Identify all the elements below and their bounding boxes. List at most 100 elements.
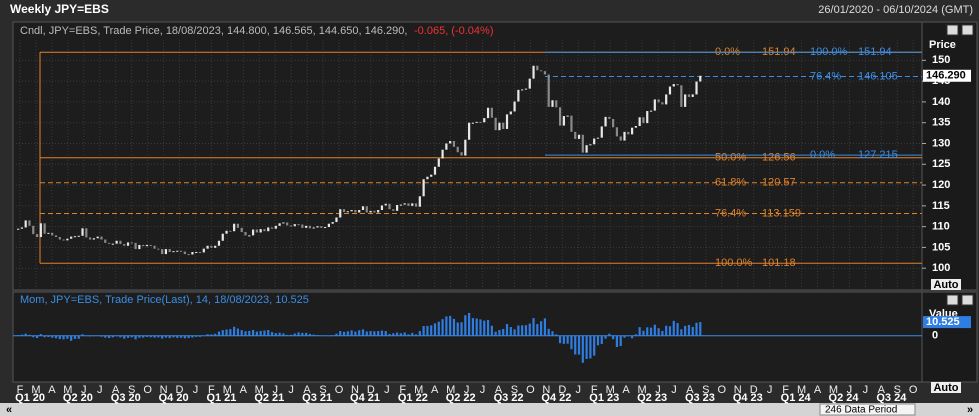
candle [676, 84, 679, 86]
momentum-bar [449, 315, 452, 336]
momentum-bar [691, 326, 694, 336]
fib-value: 113.159 [762, 207, 801, 219]
momentum-bar [73, 335, 77, 339]
quarter-label: Q3 23 [685, 392, 715, 404]
close-button[interactable] [961, 24, 974, 36]
momentum-bar [612, 335, 615, 340]
candle [464, 139, 467, 156]
momentum-bar [229, 329, 232, 336]
candle [502, 122, 505, 129]
momentum-bar [642, 330, 645, 336]
month-label: N [734, 384, 742, 396]
candle [17, 228, 20, 230]
candle [490, 107, 493, 118]
candle [251, 229, 255, 236]
momentum-bar [649, 327, 653, 336]
momentum-bar [471, 318, 474, 336]
month-label: J [767, 384, 773, 396]
scroll-left[interactable]: « [6, 404, 12, 416]
candle [627, 131, 630, 135]
fib-value: 127.215 [858, 149, 898, 161]
y-tick-label: 125 [932, 158, 950, 170]
momentum-bar [107, 335, 111, 339]
candle [217, 240, 221, 246]
candle [653, 99, 656, 111]
month-label: A [814, 384, 822, 396]
maximize-button[interactable] [946, 24, 959, 36]
fib-value: 120.57 [762, 177, 796, 189]
momentum-bar [89, 335, 92, 337]
candle [96, 236, 99, 239]
momentum-bar [301, 332, 304, 336]
last-value-label: 10.525 [926, 316, 960, 328]
month-label: J [671, 384, 677, 396]
y-tick-label: 0 [932, 330, 938, 342]
candle [149, 244, 152, 246]
momentum-bar [111, 335, 114, 338]
candle [168, 249, 171, 252]
candle [142, 244, 145, 247]
momentum-bar [282, 333, 285, 336]
momentum-bar [172, 335, 175, 338]
momentum-bar [426, 325, 429, 336]
candle [577, 134, 581, 139]
momentum-bar [85, 335, 88, 337]
momentum-bar [176, 335, 179, 338]
candle [248, 235, 251, 237]
candle [195, 251, 198, 253]
momentum-bar [699, 322, 702, 336]
momentum-bar [81, 334, 84, 336]
scrollbar[interactable] [0, 403, 979, 416]
momentum-bar [123, 335, 126, 339]
momentum-bar [615, 335, 619, 347]
scroll-right[interactable]: » [967, 404, 973, 416]
candle [623, 131, 626, 141]
candle [126, 242, 130, 246]
candle [312, 227, 315, 229]
quarter-label: Q3 24 [876, 392, 907, 404]
candle [551, 100, 554, 107]
momentum-bar [240, 330, 243, 336]
month-label: A [112, 384, 120, 396]
auto-button[interactable] [931, 279, 961, 290]
momentum-bar [358, 330, 361, 336]
momentum-bar [581, 335, 584, 363]
candle [460, 152, 463, 156]
momentum-bar [104, 335, 107, 338]
momentum-bar [142, 335, 145, 338]
candle [255, 229, 258, 233]
candle [43, 223, 46, 234]
candle [24, 220, 27, 228]
momentum-bar [115, 335, 118, 337]
momentum-bar [430, 325, 433, 336]
last-price-box [923, 69, 971, 82]
momentum-bar [35, 335, 39, 339]
maximize-button[interactable] [946, 294, 959, 306]
momentum-bar [236, 328, 240, 336]
candle [475, 121, 478, 123]
scroll-thumb[interactable] [819, 403, 916, 416]
month-label: J [288, 384, 294, 396]
momentum-bar [145, 335, 149, 337]
momentum-bar [577, 335, 581, 355]
momentum-bar [483, 320, 486, 336]
auto-label: Auto [933, 279, 958, 291]
close-button[interactable] [961, 294, 974, 306]
month-label: S [319, 384, 326, 396]
candle [369, 210, 372, 213]
month-label: F [208, 384, 215, 396]
momentum-bar [414, 334, 418, 336]
auto-button[interactable] [931, 382, 961, 393]
candle [486, 107, 490, 119]
momentum-bar [634, 334, 637, 336]
candle [528, 78, 531, 89]
candle [157, 248, 160, 250]
momentum-bar [687, 324, 691, 336]
momentum-bar [562, 335, 565, 344]
candle [236, 223, 240, 228]
momentum-bar [350, 330, 353, 336]
candle [107, 242, 111, 244]
momentum-bar [490, 325, 493, 336]
candle [699, 75, 702, 82]
candle [145, 244, 149, 247]
